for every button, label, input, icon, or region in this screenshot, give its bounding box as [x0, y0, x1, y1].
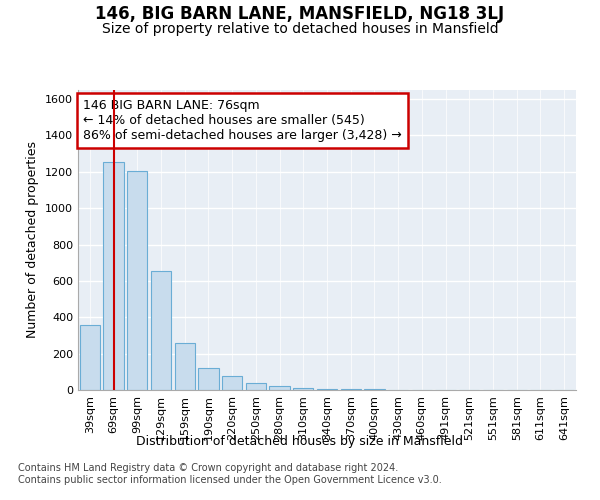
Text: Distribution of detached houses by size in Mansfield: Distribution of detached houses by size … — [137, 435, 464, 448]
Bar — [103, 162, 124, 390]
Y-axis label: Number of detached properties: Number of detached properties — [26, 142, 40, 338]
Bar — [175, 342, 195, 390]
Bar — [151, 271, 171, 390]
Bar — [199, 368, 218, 390]
Text: 146 BIG BARN LANE: 76sqm
← 14% of detached houses are smaller (545)
86% of semi-: 146 BIG BARN LANE: 76sqm ← 14% of detach… — [83, 99, 402, 142]
Bar — [222, 376, 242, 390]
Bar — [364, 389, 385, 390]
Bar — [80, 324, 100, 390]
Bar — [269, 386, 290, 390]
Bar — [341, 389, 361, 390]
Bar — [317, 389, 337, 390]
Bar — [246, 382, 266, 390]
Bar — [127, 171, 148, 390]
Bar — [293, 388, 313, 390]
Text: 146, BIG BARN LANE, MANSFIELD, NG18 3LJ: 146, BIG BARN LANE, MANSFIELD, NG18 3LJ — [95, 5, 505, 23]
Text: Contains HM Land Registry data © Crown copyright and database right 2024.
Contai: Contains HM Land Registry data © Crown c… — [18, 464, 442, 485]
Text: Size of property relative to detached houses in Mansfield: Size of property relative to detached ho… — [101, 22, 499, 36]
